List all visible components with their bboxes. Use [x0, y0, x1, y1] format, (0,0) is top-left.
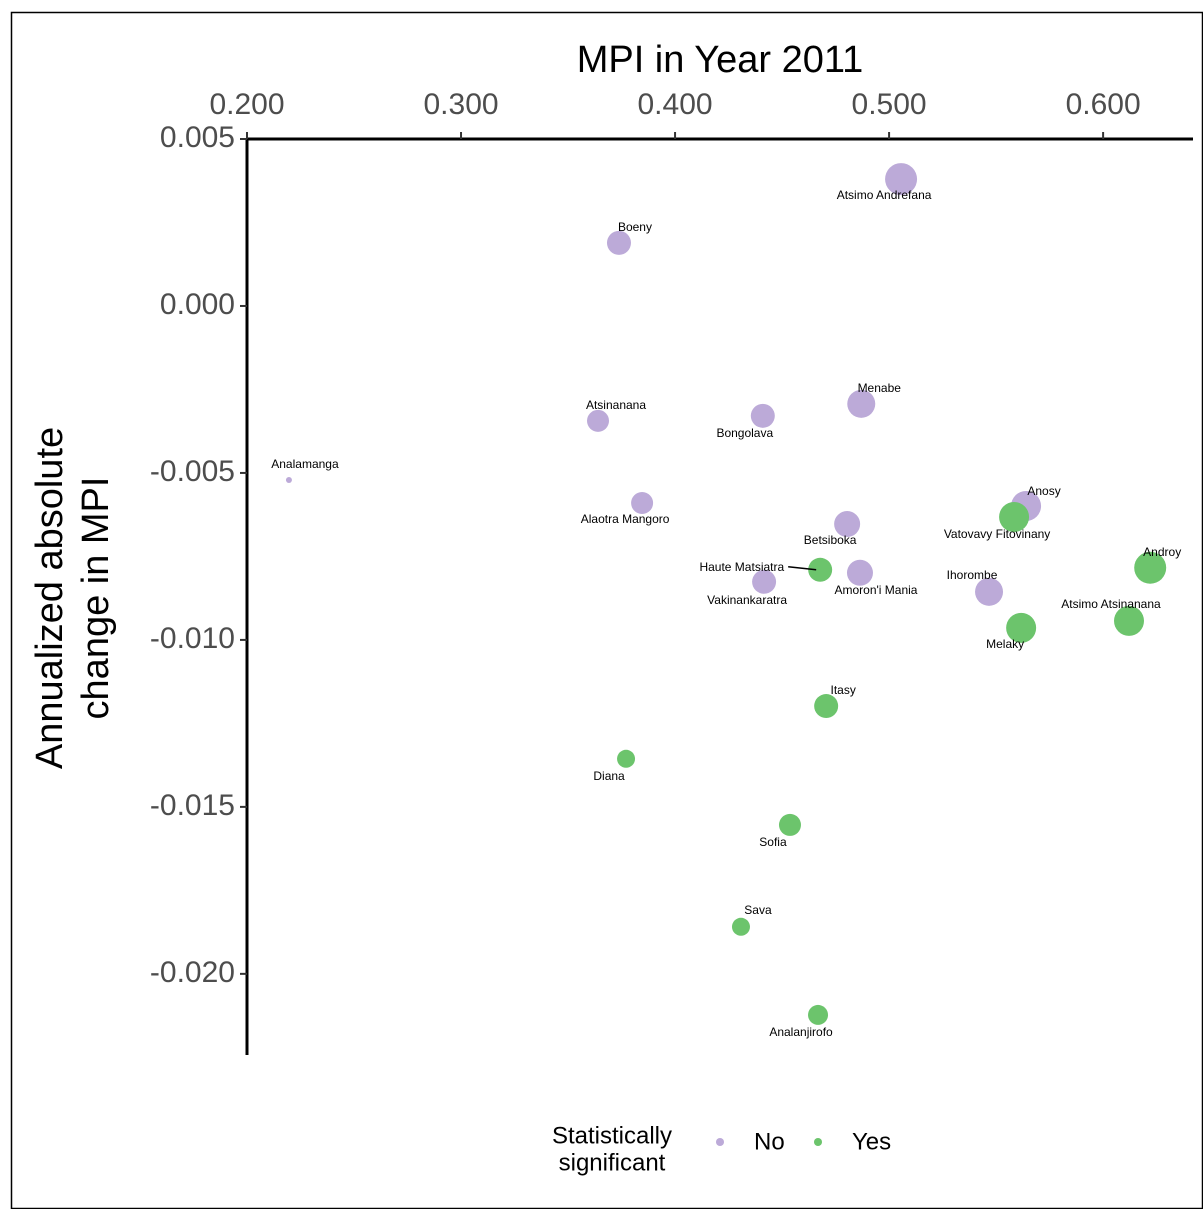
point-label: Atsinanana [586, 398, 646, 412]
point-label: Ihorombe [947, 568, 998, 582]
x-tick-label: 0.300 [423, 88, 498, 121]
point-label: Analanjirofo [769, 1025, 833, 1039]
frame [10, 11, 1203, 1209]
x-tick-label: 0.400 [638, 88, 713, 121]
legend-label: Yes [852, 1128, 891, 1155]
point-label: Itasy [830, 683, 855, 697]
point [846, 559, 873, 586]
point [731, 917, 750, 936]
point-label: Boeny [618, 220, 652, 234]
y-axis-title-line: Annualized absolute [29, 427, 71, 769]
legend-marker [814, 1138, 822, 1146]
point-label: Sava [744, 903, 772, 917]
legend-title: Statistically [552, 1122, 672, 1149]
point-label: Anosy [1027, 484, 1060, 498]
point-label: Vakinankaratra [707, 593, 787, 607]
point [1134, 551, 1167, 584]
point [1006, 612, 1037, 643]
point-label: Atsimo Atsinanana [1061, 597, 1161, 611]
y-tick-label: -0.015 [150, 789, 235, 822]
point-label: Amoron'i Mania [834, 583, 917, 597]
point [587, 409, 610, 432]
y-tick-label: 0.000 [160, 288, 235, 321]
point [975, 577, 1004, 606]
point [999, 502, 1030, 533]
x-tick-label: 0.600 [1066, 88, 1141, 121]
legend-label: No [754, 1128, 785, 1155]
y-axis-title: Annualized absolute change in MPI [29, 427, 117, 769]
y-tick-label: -0.005 [150, 455, 235, 488]
point [808, 557, 833, 582]
point [834, 511, 861, 538]
legend-title: significant [559, 1149, 666, 1176]
chart-title: MPI in Year 2011 [577, 39, 864, 81]
point [752, 569, 777, 594]
point-label: Androy [1143, 545, 1181, 559]
point-label: Analamanga [271, 457, 339, 471]
point-label: Sofia [759, 835, 787, 849]
legend-marker [716, 1138, 724, 1146]
point [285, 476, 292, 483]
point [847, 389, 876, 418]
point-label: Melaky [986, 637, 1024, 651]
point-label: Atsimo Andrefana [837, 188, 932, 202]
y-axis-title-line: change in MPI [75, 477, 117, 720]
point-label: Menabe [858, 381, 902, 395]
point [606, 230, 631, 255]
point-label: Haute Matsiatra [699, 560, 784, 574]
point-label: Betsiboka [804, 533, 857, 547]
point-label: Diana [593, 769, 625, 783]
point [778, 813, 801, 836]
point [814, 694, 839, 719]
point [885, 163, 918, 196]
point [750, 403, 775, 428]
point-label: Vatovavy Fitovinany [944, 527, 1051, 541]
point [631, 491, 654, 514]
y-tick-label: 0.005 [160, 121, 235, 154]
leader-line [788, 566, 817, 571]
point [617, 749, 636, 768]
point [1114, 605, 1145, 636]
y-tick-label: -0.010 [150, 622, 235, 655]
point-label: Alaotra Mangoro [581, 512, 670, 526]
x-tick-label: 0.500 [852, 88, 927, 121]
point [808, 1004, 829, 1025]
point-label: Bongolava [716, 426, 773, 440]
y-tick-label: -0.020 [150, 956, 235, 989]
x-tick-label: 0.200 [209, 88, 284, 121]
